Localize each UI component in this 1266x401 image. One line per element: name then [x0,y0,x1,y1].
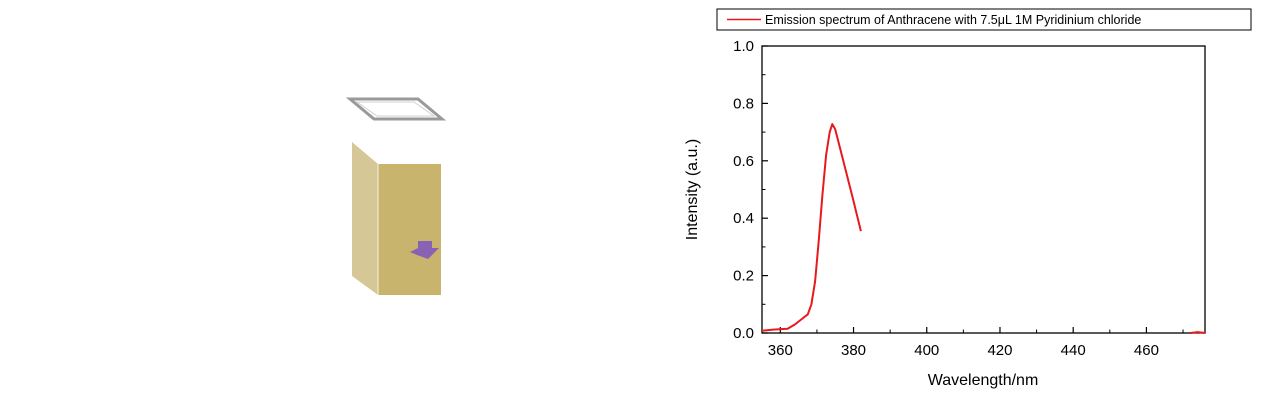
cuvette-illustration [345,97,447,295]
x-axis: 360 380 400 420 440 460 [768,327,1184,359]
y-tick-label: 0.0 [733,325,754,342]
x-tick-label: 460 [1134,342,1159,359]
x-tick-label: 420 [987,342,1012,359]
cuvette-lid [345,97,447,121]
y-tick-label: 0.6 [733,153,754,170]
x-tick-label: 360 [768,342,793,359]
x-axis-title: Wavelength/nm [928,372,1039,389]
legend: Emission spectrum of Anthracene with 7.5… [716,8,1252,31]
legend-entry-label: Emission spectrum of Anthracene with 7.5… [765,13,1141,27]
y-tick-label: 0.8 [733,95,754,112]
series-line [761,123,862,332]
x-tick-label: 400 [914,342,939,359]
series-line [1190,331,1206,334]
y-tick-label: 1.0 [733,38,754,55]
y-axis: 0.0 0.2 0.4 0.6 0.8 1.0 [733,38,768,342]
y-tick-label: 0.4 [733,210,754,227]
legend-box [716,8,1252,31]
x-tick-label: 380 [841,342,866,359]
y-axis-title: Intensity (a.u.) [684,139,701,240]
cuvette-front-face [378,164,441,295]
cuvette-side-face [352,142,378,295]
y-tick-label: 0.2 [733,268,754,285]
light-arrow-icon [410,241,439,259]
x-tick-label: 440 [1061,342,1086,359]
plot-area-frame [761,45,1206,334]
series-layer [761,123,1206,334]
